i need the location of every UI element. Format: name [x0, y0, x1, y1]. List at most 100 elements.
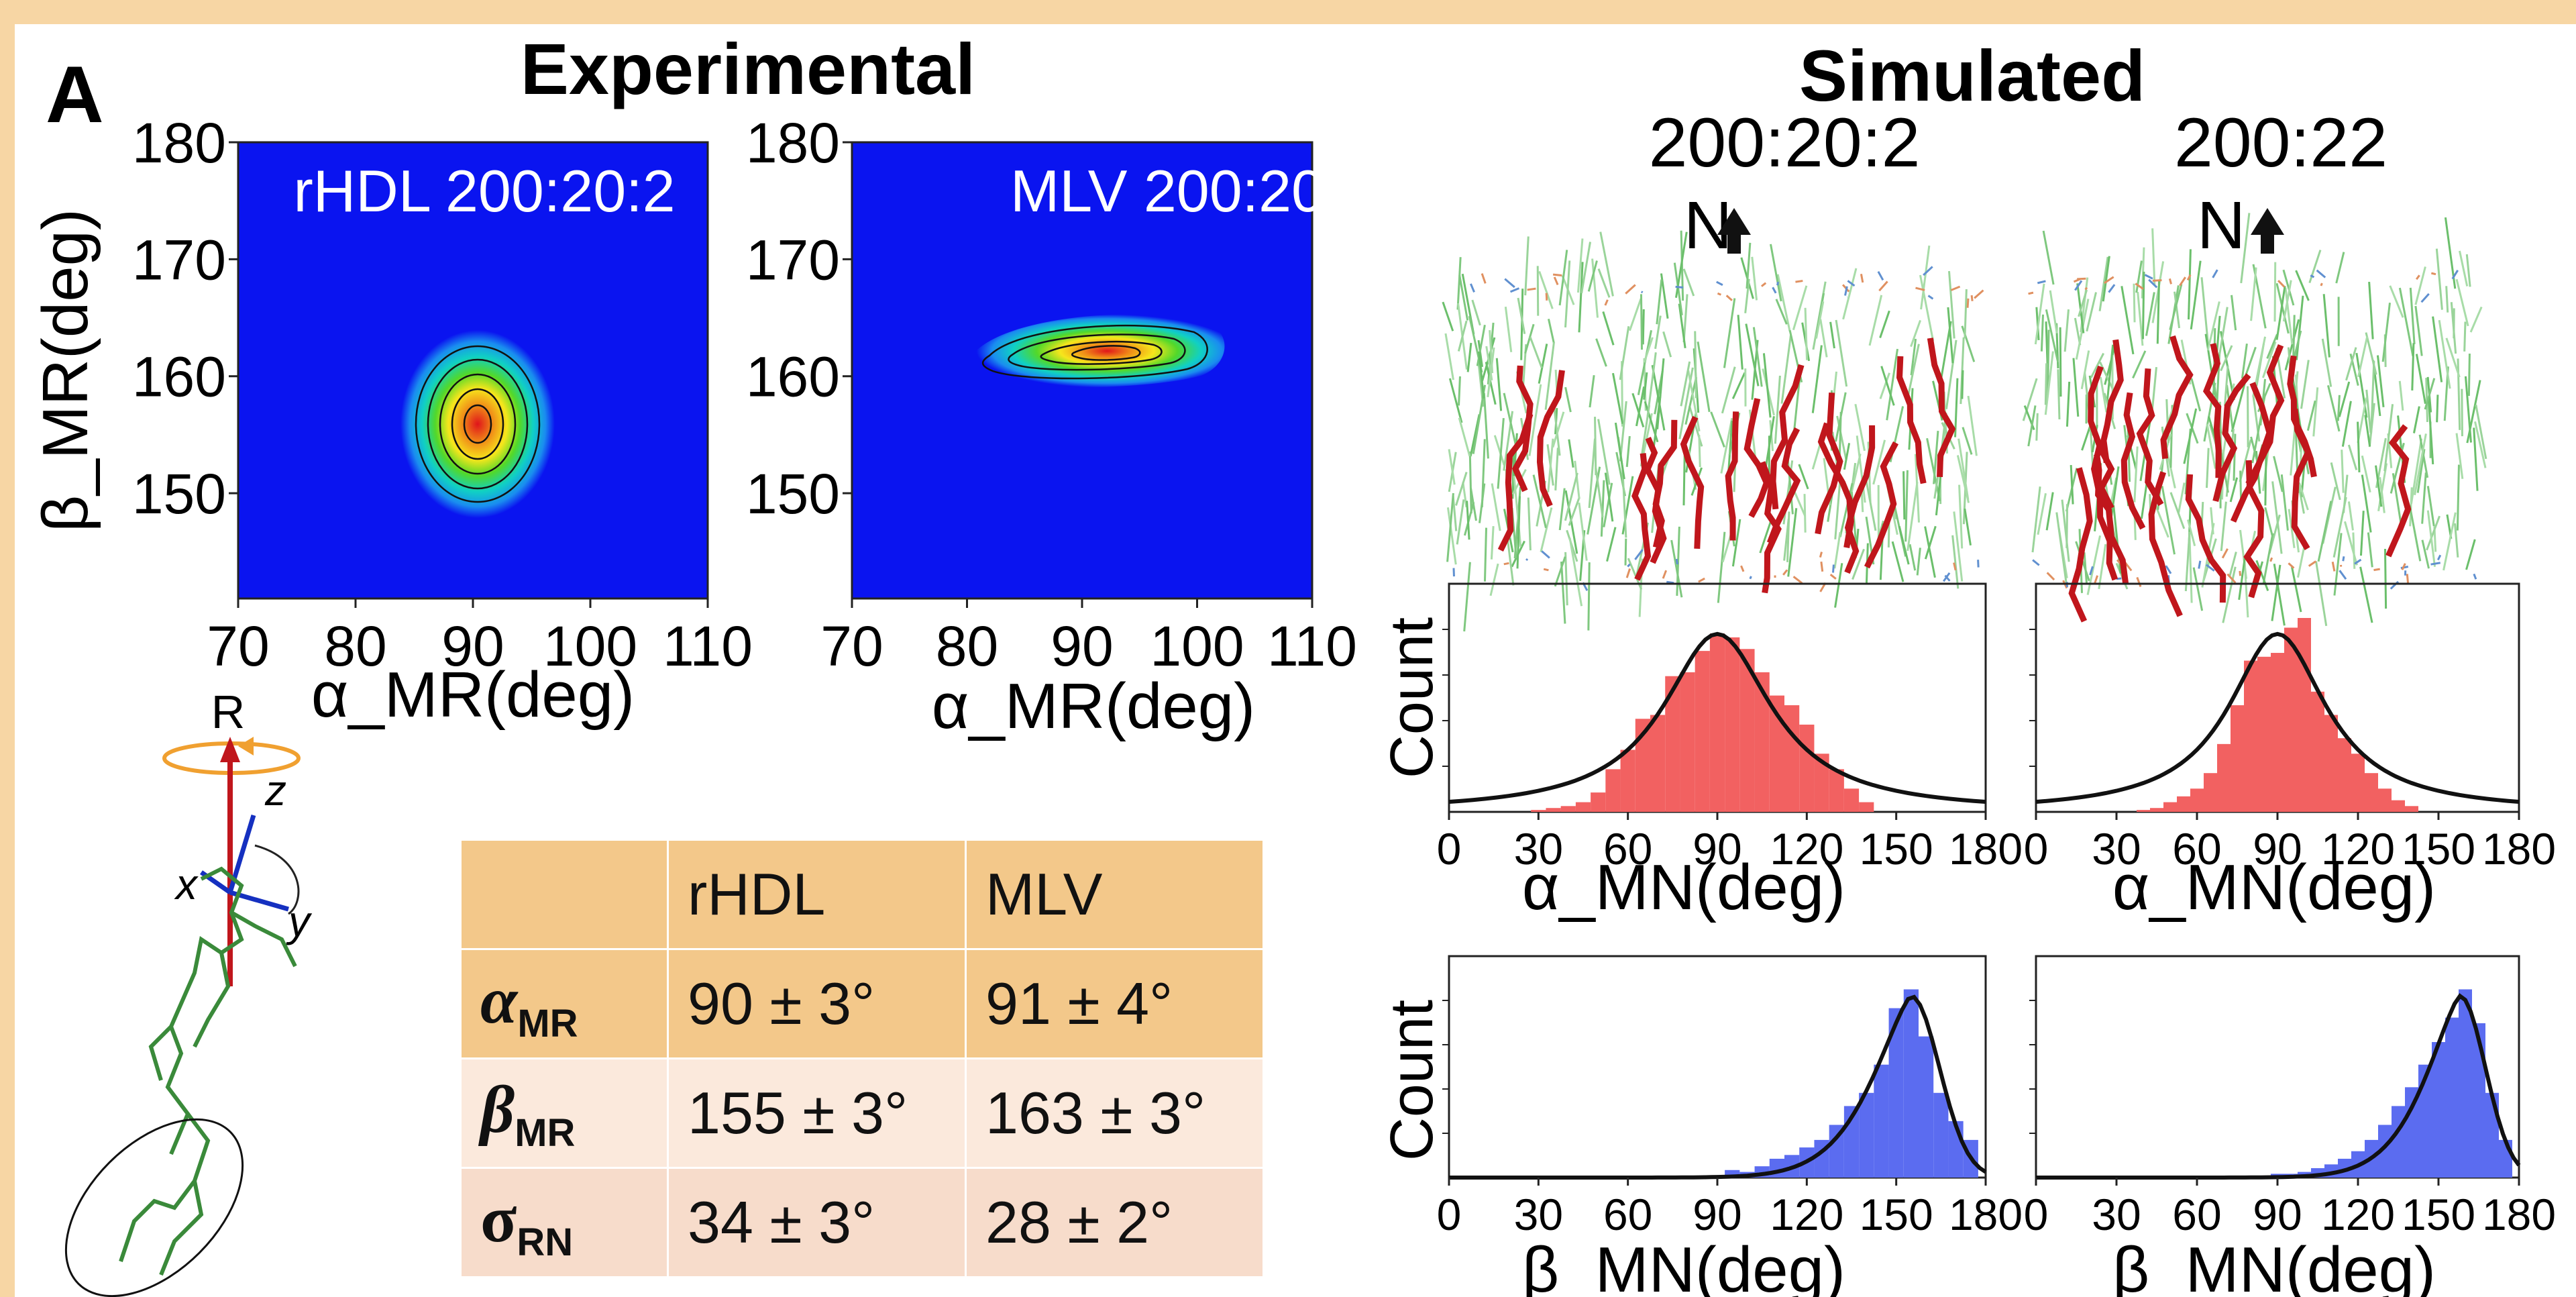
headgroup — [1877, 270, 1884, 281]
headgroup — [2239, 570, 2242, 576]
lipid-chain — [1643, 372, 1648, 400]
x-tick-label: 70 — [820, 615, 883, 678]
lipid-chain — [1446, 507, 1457, 565]
lipid-chain — [1568, 439, 1574, 468]
lipid-chain — [2184, 531, 2191, 592]
lipid-chain — [2200, 277, 2210, 346]
lipid-chain — [1631, 393, 1645, 428]
lipid-chain — [1721, 366, 1736, 414]
lipid-chain — [1547, 438, 1554, 492]
headgroup — [1820, 561, 1824, 572]
headgroup — [1792, 576, 1803, 584]
sterol-molecule — [2068, 467, 2093, 623]
heatmap-rhdl-axes: 70 80 90 100 110 180 170 160 150 — [132, 111, 753, 678]
histogram-bar — [2392, 800, 2405, 812]
lipid-chain — [2464, 376, 2472, 443]
heatmap-rhdl-contours — [415, 345, 541, 503]
lipid-chain — [2312, 387, 2319, 437]
lipid-chain — [2375, 465, 2383, 507]
lipid-chain — [1466, 342, 1472, 372]
lipid-chain — [1597, 419, 1611, 485]
lipid-chain — [2188, 533, 2193, 603]
histogram-bar — [2445, 1017, 2459, 1178]
histogram-4: 0 30 60 90 120 150 180 — [1437, 955, 2023, 1239]
sterol-molecule — [2202, 343, 2222, 478]
lipid-chain — [2474, 421, 2487, 468]
lipid-chain — [1580, 242, 1592, 294]
heatmap-mlv-xlabel: α_MR(deg) — [932, 670, 1255, 742]
lipid-chain — [2317, 501, 2332, 562]
headgroup — [2168, 278, 2172, 284]
lipid-chain — [2398, 380, 2404, 411]
headgroup — [2354, 558, 2362, 565]
lipid-chain — [1654, 315, 1662, 350]
lipid-chain — [2361, 455, 2371, 493]
lipid-chain — [2266, 333, 2278, 359]
y-tick-label: 180 — [132, 111, 226, 174]
headgroup — [1878, 280, 1888, 292]
heatmap-rhdl-xlabel: α_MR(deg) — [311, 659, 635, 731]
x-tick-label: 180 — [2482, 1190, 2556, 1239]
lipid-chain — [1710, 411, 1725, 448]
lipid-chain — [1682, 268, 1695, 297]
headgroup — [2144, 274, 2153, 280]
headgroup — [2473, 573, 2477, 580]
lipid-chain — [1600, 480, 1605, 537]
x-axis-label: x — [174, 860, 199, 909]
headgroup — [2104, 276, 2114, 284]
lipid-chain — [1564, 552, 1568, 606]
lipid-chain — [1854, 403, 1866, 452]
lipid-chain — [2061, 499, 2070, 562]
headgroup — [1604, 299, 1609, 306]
lipid-chain — [2465, 254, 2471, 287]
lipid-chain — [1879, 310, 1890, 338]
lipid-chain — [1599, 231, 1614, 297]
lipid-chain — [2284, 287, 2294, 345]
lipid-chain — [2273, 563, 2286, 626]
histogram-bar — [1888, 1008, 1904, 1178]
lipid-chain — [1967, 395, 1978, 456]
sterol-molecule — [2385, 424, 2412, 558]
lipid-chain — [2282, 280, 2292, 322]
sterol-molecule — [2148, 471, 2183, 617]
lipid-chain — [2190, 378, 2202, 412]
lipid-chain — [1880, 366, 1895, 406]
headgroup — [2331, 562, 2336, 572]
lipid-chain — [1462, 482, 1468, 508]
lipid-chain — [2187, 519, 2196, 547]
lipid-chain — [2133, 446, 2139, 503]
sterol-molecule — [2136, 368, 2164, 507]
lipid-chain — [1635, 386, 1646, 427]
headgroup — [2277, 280, 2286, 288]
lipid-chain — [1538, 344, 1548, 384]
lipid-chain — [1958, 484, 1964, 549]
lipid-chain — [2135, 260, 2143, 293]
lipid-chain — [2333, 533, 2343, 596]
headgroup — [2316, 269, 2326, 278]
lipid-chain — [2044, 351, 2054, 415]
lipid-chain — [2421, 472, 2427, 524]
row-symbol: βMR — [480, 1072, 576, 1155]
lipid-chain — [1842, 268, 1858, 320]
lipid-chain — [1458, 274, 1469, 321]
x-tick-label: 120 — [2321, 824, 2395, 874]
lipid-chain — [2192, 567, 2204, 611]
lipid-chain — [2044, 363, 2048, 405]
histogram-bar — [2150, 808, 2163, 812]
lipid-chain — [1628, 298, 1642, 331]
lipid-chain — [2284, 319, 2300, 371]
headgroup — [2046, 572, 2055, 581]
headgroup — [1553, 276, 1559, 285]
lipid-chain — [2229, 477, 2239, 503]
lipid-chain — [2383, 404, 2394, 472]
lipid-chain — [1731, 372, 1746, 399]
lipid-chain — [1588, 438, 1596, 509]
lipid-chain — [2161, 486, 2176, 555]
lipid-chain — [1954, 378, 1959, 437]
x-tick-label: 30 — [1514, 824, 1563, 874]
lipid-chain — [2415, 354, 2426, 404]
lipid-chain — [2379, 476, 2385, 513]
lipid-chain — [1746, 242, 1752, 289]
lipid-chain — [2262, 533, 2274, 585]
lipid-chain — [2250, 436, 2259, 465]
